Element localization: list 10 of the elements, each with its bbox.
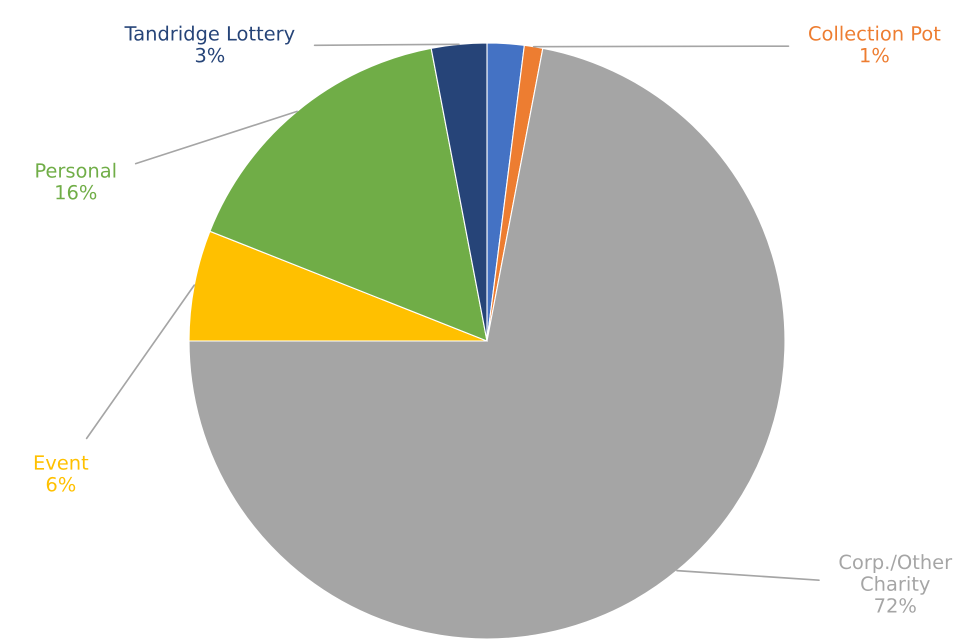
data-label: 1% xyxy=(861,48,889,63)
data-label: 72% xyxy=(875,598,916,613)
slice-label: Tandridge Lottery xyxy=(124,26,295,45)
slice-label: Collection Pot xyxy=(809,26,940,41)
slice-label: Corp./Other Charity xyxy=(839,554,952,595)
slice-label: Personal xyxy=(36,162,116,178)
data-label: 6% xyxy=(46,476,76,492)
data-label: 16% xyxy=(56,184,96,200)
data-label: 3% xyxy=(196,48,224,63)
slice-label: Event xyxy=(34,455,88,470)
